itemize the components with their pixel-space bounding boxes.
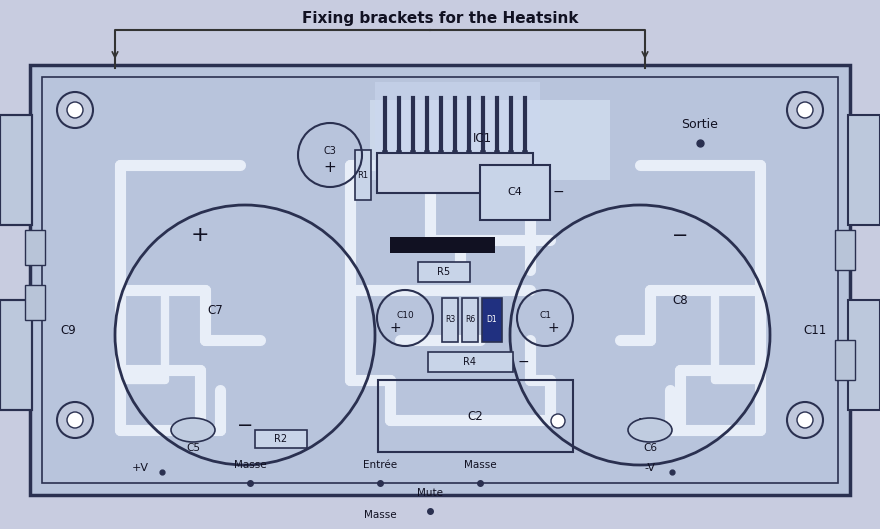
Text: −: − (552, 185, 564, 199)
Text: Mute: Mute (417, 488, 443, 498)
Circle shape (797, 102, 813, 118)
Bar (482, 298, 502, 342)
Bar (462, 298, 478, 342)
Text: C6: C6 (643, 443, 657, 453)
Bar (835, 340, 855, 380)
Text: C9: C9 (60, 324, 76, 336)
Circle shape (787, 402, 823, 438)
Text: +: + (547, 321, 559, 335)
Text: C3: C3 (324, 146, 336, 156)
Text: R5: R5 (437, 267, 451, 277)
Text: -V: -V (644, 463, 656, 473)
Text: +: + (324, 160, 336, 175)
Text: −: − (237, 415, 253, 434)
Bar (428, 352, 513, 372)
Text: C8: C8 (672, 294, 688, 306)
Text: +: + (389, 321, 400, 335)
Bar (848, 300, 880, 410)
Bar (835, 230, 855, 270)
Circle shape (551, 414, 565, 428)
Bar (370, 100, 610, 180)
Bar (0, 300, 32, 410)
Text: C1: C1 (539, 311, 551, 320)
Text: Masse: Masse (363, 510, 396, 520)
Bar (390, 237, 495, 253)
Text: C7: C7 (207, 304, 223, 316)
Text: R2: R2 (275, 434, 288, 444)
Bar (848, 115, 880, 225)
Bar (355, 150, 371, 200)
Text: Fixing brackets for the Heatsink: Fixing brackets for the Heatsink (302, 11, 578, 25)
Text: C2: C2 (467, 409, 483, 423)
Text: R4: R4 (464, 357, 476, 367)
Bar (0, 115, 32, 225)
Text: R6: R6 (465, 315, 475, 324)
Bar (480, 165, 550, 220)
Bar (0, 115, 32, 225)
Bar (42, 77, 838, 483)
Circle shape (67, 102, 83, 118)
Circle shape (787, 92, 823, 128)
Bar (25, 230, 45, 265)
Text: IC1: IC1 (473, 132, 492, 144)
Text: −: − (517, 355, 529, 369)
Text: C11: C11 (803, 324, 826, 336)
Bar (418, 262, 470, 282)
Bar (375, 82, 540, 172)
Bar (0, 300, 32, 410)
Text: +V: +V (131, 463, 149, 473)
Text: +: + (191, 225, 209, 245)
Text: C10: C10 (396, 311, 414, 320)
Text: Masse: Masse (234, 460, 267, 470)
Circle shape (57, 92, 93, 128)
Bar (377, 153, 533, 193)
Text: +: + (631, 415, 649, 435)
Ellipse shape (171, 418, 215, 442)
Bar (378, 380, 573, 452)
Text: −: − (671, 225, 688, 244)
Bar (442, 298, 458, 342)
Text: C5: C5 (186, 443, 200, 453)
Bar (255, 430, 307, 448)
Bar (25, 285, 45, 320)
Text: D1: D1 (487, 315, 497, 324)
Text: Entrée: Entrée (363, 460, 397, 470)
Text: Sortie: Sortie (682, 118, 718, 132)
Text: C4: C4 (508, 187, 523, 197)
Text: Masse: Masse (464, 460, 496, 470)
Text: R1: R1 (357, 170, 369, 179)
Bar (30, 65, 850, 495)
Circle shape (797, 412, 813, 428)
Ellipse shape (628, 418, 672, 442)
Circle shape (57, 402, 93, 438)
Circle shape (67, 412, 83, 428)
Text: R3: R3 (445, 315, 455, 324)
